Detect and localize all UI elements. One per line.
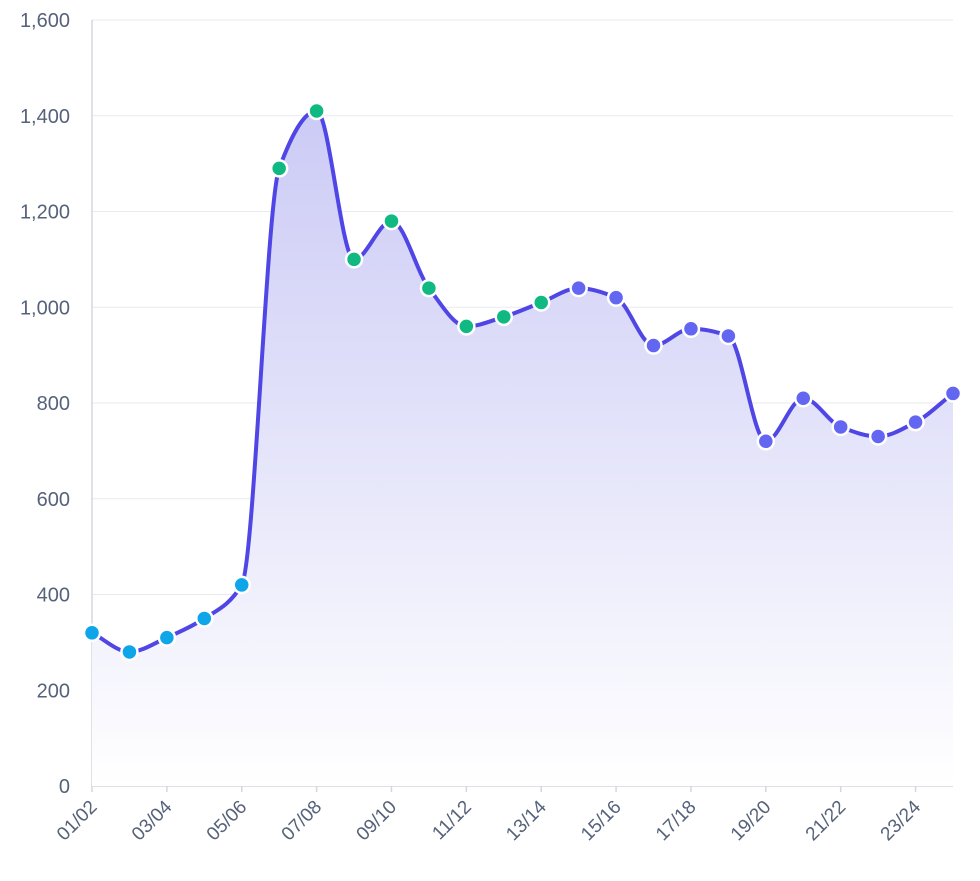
data-point — [906, 412, 925, 432]
x-tick-label: 19/20 — [727, 797, 775, 845]
x-tick-label: 21/22 — [802, 797, 850, 845]
data-point — [494, 307, 514, 327]
y-tick-label: 200 — [37, 680, 70, 702]
data-point — [794, 388, 813, 408]
x-tick-label: 01/02 — [53, 797, 101, 845]
x-tick-label: 23/24 — [877, 796, 926, 845]
area-fill-group — [92, 110, 953, 786]
series-line-group — [90, 108, 955, 654]
y-tick-label: 600 — [37, 489, 70, 511]
data-point — [382, 211, 401, 231]
data-point — [82, 623, 102, 643]
data-points — [82, 101, 963, 662]
data-point — [307, 101, 326, 121]
y-tick-label: 0 — [59, 776, 70, 798]
y-tick-label: 1,400 — [20, 106, 70, 128]
data-point — [344, 250, 364, 269]
x-tick-label: 17/18 — [652, 797, 700, 845]
data-point — [120, 642, 139, 662]
data-point — [531, 293, 551, 312]
data-point — [681, 319, 701, 339]
data-point — [606, 288, 626, 307]
y-tick-label: 1,600 — [20, 10, 70, 32]
data-point — [195, 609, 214, 628]
data-point — [868, 427, 888, 446]
data-point — [569, 278, 588, 298]
data-point — [756, 432, 776, 451]
x-tick-label: 09/10 — [353, 797, 401, 845]
data-point — [232, 575, 251, 595]
x-tick-label: 03/04 — [128, 796, 177, 845]
data-point — [719, 326, 738, 346]
area-fill — [92, 110, 953, 786]
data-point — [943, 384, 963, 403]
data-point — [269, 159, 289, 178]
data-point — [157, 628, 177, 647]
x-tick-label: 13/14 — [502, 796, 551, 845]
x-tick-label: 07/08 — [278, 797, 326, 845]
data-point — [831, 417, 850, 437]
y-tick-label: 400 — [37, 585, 70, 607]
y-tick-label: 1,200 — [20, 202, 70, 224]
x-tick-label: 11/12 — [428, 797, 475, 844]
series-line — [90, 108, 955, 654]
y-tick-label: 1,000 — [20, 297, 70, 319]
x-tick-label: 15/16 — [577, 797, 625, 845]
y-tick-label: 800 — [37, 393, 70, 415]
data-point — [644, 336, 663, 355]
data-point — [457, 317, 476, 336]
x-tick-label: 05/06 — [203, 797, 251, 845]
y-axis-ticks: 0 200 400 600 800 1,000 1,200 1,400 1,600 — [20, 10, 70, 798]
data-point — [419, 278, 439, 298]
x-axis-ticks: 01/02 03/04 05/06 07/08 09/10 11/12 13/14 15/16… — [53, 796, 925, 845]
